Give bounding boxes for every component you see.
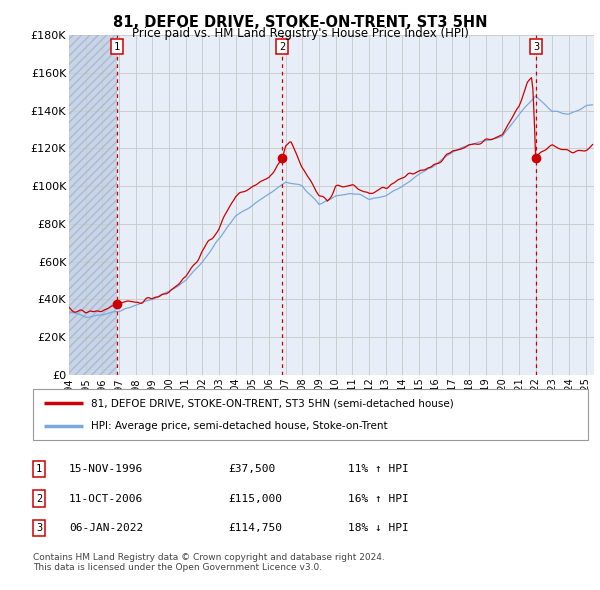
Text: 18% ↓ HPI: 18% ↓ HPI: [348, 523, 409, 533]
Text: 81, DEFOE DRIVE, STOKE-ON-TRENT, ST3 5HN: 81, DEFOE DRIVE, STOKE-ON-TRENT, ST3 5HN: [113, 15, 487, 30]
Text: 3: 3: [36, 523, 42, 533]
Text: 1: 1: [114, 42, 120, 52]
FancyBboxPatch shape: [33, 389, 588, 440]
Text: 06-JAN-2022: 06-JAN-2022: [69, 523, 143, 533]
Text: 3: 3: [533, 42, 539, 52]
Text: 2: 2: [279, 42, 285, 52]
Text: £37,500: £37,500: [228, 464, 275, 474]
Text: £114,750: £114,750: [228, 523, 282, 533]
Text: 16% ↑ HPI: 16% ↑ HPI: [348, 494, 409, 503]
Text: £115,000: £115,000: [228, 494, 282, 503]
Text: HPI: Average price, semi-detached house, Stoke-on-Trent: HPI: Average price, semi-detached house,…: [91, 421, 388, 431]
Text: 81, DEFOE DRIVE, STOKE-ON-TRENT, ST3 5HN (semi-detached house): 81, DEFOE DRIVE, STOKE-ON-TRENT, ST3 5HN…: [91, 398, 454, 408]
Bar: [69, 35, 118, 375]
Text: Contains HM Land Registry data © Crown copyright and database right 2024.: Contains HM Land Registry data © Crown c…: [33, 553, 385, 562]
Text: Price paid vs. HM Land Registry's House Price Index (HPI): Price paid vs. HM Land Registry's House …: [131, 27, 469, 40]
Text: 15-NOV-1996: 15-NOV-1996: [69, 464, 143, 474]
Text: 2: 2: [36, 494, 42, 503]
Text: 11% ↑ HPI: 11% ↑ HPI: [348, 464, 409, 474]
Bar: [69, 35, 118, 375]
Text: 1: 1: [36, 464, 42, 474]
Text: This data is licensed under the Open Government Licence v3.0.: This data is licensed under the Open Gov…: [33, 563, 322, 572]
Text: 11-OCT-2006: 11-OCT-2006: [69, 494, 143, 503]
